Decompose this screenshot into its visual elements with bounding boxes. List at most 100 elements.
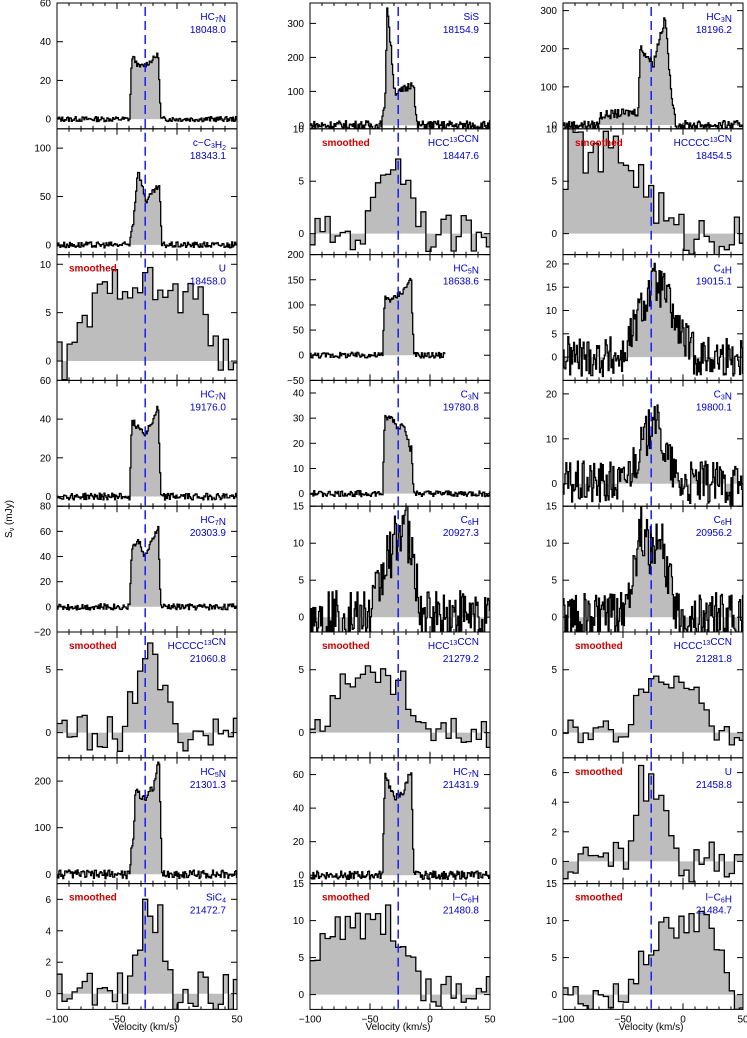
y-tick-label: 300 — [540, 6, 557, 17]
molecule-label: HC5N — [200, 767, 226, 780]
y-tick-label: 20 — [293, 439, 305, 450]
y-tick-label: 0 — [298, 351, 304, 362]
spectrum-line — [57, 266, 237, 381]
y-tick-label: 10 — [546, 916, 558, 927]
spectrum-clip-group — [57, 384, 237, 507]
y-tick-label: 5 — [551, 953, 557, 964]
spectrum-line — [57, 761, 237, 880]
spectrum-line — [563, 764, 743, 883]
y-tick-label: 200 — [34, 777, 51, 788]
y-tick-label: 10 — [293, 539, 305, 550]
spectrum-fill — [57, 643, 237, 752]
y-tick-label: 200 — [540, 44, 557, 55]
spectrum-panel: 0 5 HCC13CCN 21279.2 smoothed — [298, 631, 491, 759]
frequency-label: 19015.1 — [696, 277, 733, 288]
x-tick-label: −100 — [552, 1014, 575, 1025]
y-tick-label: 0 — [551, 120, 557, 131]
spectrum-fill — [57, 899, 237, 1010]
y-tick-label: 20 — [40, 453, 52, 464]
spectrum-fill — [563, 911, 743, 1010]
molecule-label: HCCCC13CN — [674, 134, 732, 149]
spectrum-panel: 0 5 HCCCC13CN 21060.8 smoothed — [45, 631, 238, 759]
molecule-label: HC7N — [200, 515, 226, 528]
spectrum-fill — [563, 405, 743, 506]
molecule-label: HCC13CCN — [428, 637, 479, 652]
x-tick-label: 50 — [484, 1014, 496, 1025]
smoothed-label: smoothed — [69, 264, 117, 275]
molecule-label: SiS — [463, 12, 479, 23]
y-tick-label: 2 — [45, 958, 51, 969]
y-tick-label: 100 — [540, 82, 557, 93]
frequency-label: 21472.7 — [190, 906, 227, 917]
y-tick-label: 0 — [45, 115, 51, 126]
y-tick-label: 150 — [287, 275, 304, 286]
spectrum-fill — [310, 8, 490, 129]
molecule-label: C6H — [461, 515, 479, 528]
molecule-label: U — [725, 767, 732, 778]
spectrum-line — [310, 7, 490, 129]
frequency-label: 20303.9 — [190, 528, 227, 539]
spectrum-line — [57, 52, 237, 123]
spectrum-fill — [310, 506, 490, 632]
spectrum-clip-group — [563, 761, 743, 884]
spectrum-fill — [563, 676, 743, 745]
spectrum-fill — [310, 278, 446, 358]
spectrum-panel: 0 5 10 U 18458.0 smoothed — [40, 254, 238, 381]
spectrum-fill — [57, 526, 237, 610]
y-tick-label: 5 — [551, 576, 557, 587]
y-tick-label: 0 — [45, 357, 51, 368]
spectrum-panel: 0 5 10 HCC13CCN 18447.6 smoothed — [293, 124, 491, 256]
spectrum-fill — [563, 263, 743, 377]
y-tick-label: 6 — [551, 768, 557, 779]
y-tick-label: 60 — [40, 0, 52, 10]
y-tick-label: 40 — [40, 37, 52, 48]
y-tick-label: 80 — [40, 502, 52, 513]
y-tick-label: 2 — [551, 827, 557, 838]
frequency-label: 21281.8 — [696, 654, 733, 665]
y-tick-label: 20 — [546, 389, 558, 400]
y-tick-label: 5 — [551, 329, 557, 340]
x-axis-title-col2: Velocity (km/s) — [365, 1022, 430, 1033]
y-tick-label: 5 — [298, 953, 304, 964]
y-tick-label: 100 — [34, 144, 51, 155]
panel-grid: 0204060HC7N18048.00100200300SiS18154.901… — [34, 0, 747, 1025]
spectrum-fill — [563, 17, 743, 129]
spectrum-line — [563, 506, 743, 633]
spectrum-panel: 0 2 4 6 U 21458.8 smoothed — [551, 757, 744, 885]
spectrum-line — [563, 675, 743, 746]
spectrum-fill — [57, 267, 237, 380]
y-tick-label: 10 — [546, 539, 558, 550]
y-tick-label: 10 — [293, 124, 305, 135]
spectrum-line — [310, 414, 490, 498]
y-tick-label: 300 — [287, 19, 304, 30]
frequency-label: 20927.3 — [443, 528, 480, 539]
y-tick-label: 5 — [45, 665, 51, 676]
spectrum-fill — [563, 128, 743, 255]
y-tick-label: 50 — [293, 326, 305, 337]
spectrum-clip-group — [563, 7, 743, 129]
spectrum-fill — [57, 762, 237, 879]
x-tick-label: −100 — [46, 1014, 69, 1025]
spectrum-clip-group — [310, 761, 490, 884]
y-tick-label: 50 — [40, 192, 52, 203]
frequency-label: 18048.0 — [190, 25, 227, 36]
spectrum-fill — [310, 905, 490, 1007]
y-tick-label: 0 — [551, 229, 557, 240]
y-tick-label: 0 — [551, 728, 557, 739]
molecule-label: C6H — [714, 515, 732, 528]
panel-frame — [562, 883, 744, 1010]
spectrum-clip-group — [563, 506, 743, 633]
spectrum-clip-group — [563, 636, 743, 758]
y-tick-label: 200 — [287, 250, 304, 261]
frequency-label: 21480.8 — [443, 906, 480, 917]
y-tick-label: 5 — [298, 576, 304, 587]
molecule-label: l−C6H — [453, 893, 479, 906]
spectrum-fill — [563, 765, 743, 882]
x-tick-label: −50 — [109, 1014, 126, 1025]
spectrum-clip-group — [57, 761, 237, 884]
